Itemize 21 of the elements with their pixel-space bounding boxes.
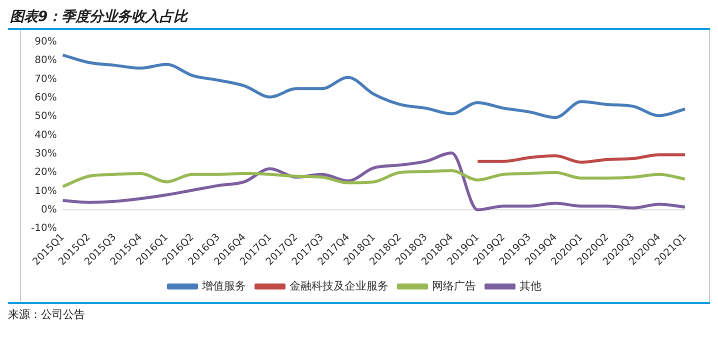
y-tick-label: -10%	[30, 223, 57, 234]
y-tick-label: 10%	[34, 186, 57, 197]
line-series	[61, 54, 686, 120]
legend-label: 其他	[520, 279, 542, 292]
line-series	[61, 169, 686, 188]
legend-label: 网络广告	[432, 279, 476, 292]
y-tick-label: 0%	[40, 204, 57, 216]
source-note: 来源：公司公告	[8, 304, 710, 322]
y-tick-label: 30%	[34, 148, 57, 160]
y-tick-label: 80%	[34, 55, 57, 66]
y-tick-label: 70%	[34, 74, 57, 85]
y-tick-label: 90%	[34, 36, 57, 48]
line-series	[61, 151, 686, 212]
y-tick-label: 50%	[34, 111, 57, 122]
line-series	[476, 153, 686, 164]
y-tick-label: 20%	[34, 167, 57, 178]
chart-title: 图表9：季度分业务收入占比	[8, 8, 710, 30]
y-tick-label: 40%	[34, 130, 57, 141]
legend-label: 增值服务	[201, 279, 246, 292]
y-tick-label: 60%	[34, 92, 57, 104]
legend-label: 金融科技及企业服务	[290, 279, 388, 292]
